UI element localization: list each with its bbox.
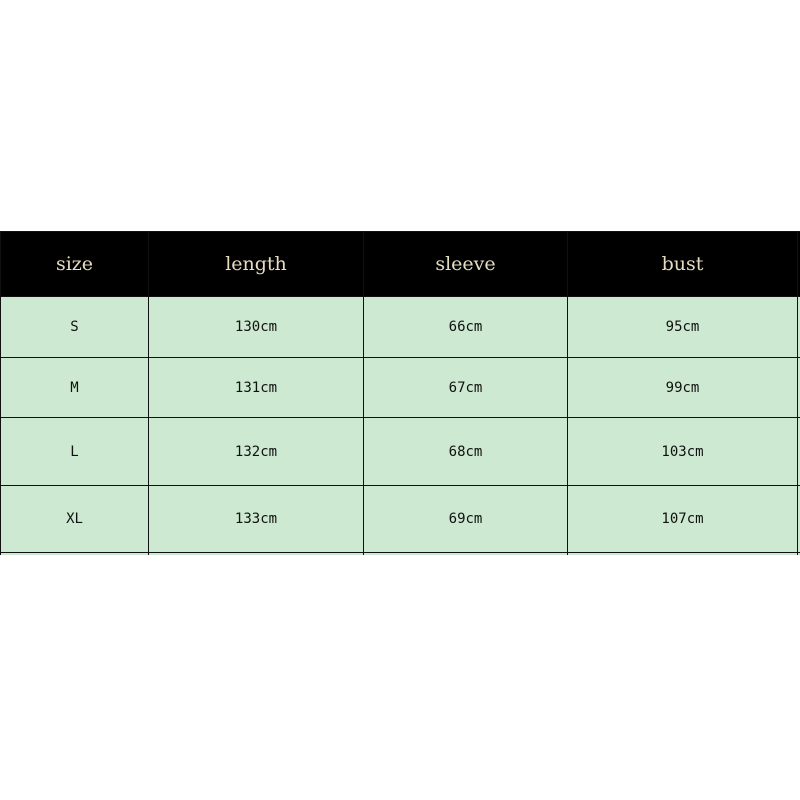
- cell-length: 130cm: [148, 296, 364, 358]
- cell-bust: 107cm: [567, 485, 798, 553]
- cell-length: 132cm: [148, 417, 364, 486]
- cell-size: XL: [0, 485, 149, 553]
- cell-length: 133cm: [148, 485, 364, 553]
- cell-size: L: [0, 417, 149, 486]
- cell-length: 131cm: [148, 357, 364, 418]
- table-row: XL 133cm 69cm 107cm: [0, 485, 800, 553]
- cell-sleeve: 67cm: [363, 357, 568, 418]
- header-bust: bust: [567, 231, 798, 297]
- cell-sleeve: 68cm: [363, 417, 568, 486]
- cell-sleeve: 66cm: [363, 296, 568, 358]
- cell-size: M: [0, 357, 149, 418]
- header-row: size length sleeve bust: [0, 231, 800, 297]
- cell-sleeve: 69cm: [363, 485, 568, 553]
- cell-empty: [0, 552, 149, 555]
- cell-empty: [363, 552, 568, 555]
- header-sleeve: sleeve: [363, 231, 568, 297]
- cell-bust: 95cm: [567, 296, 798, 358]
- cell-empty: [567, 552, 798, 555]
- cell-empty: [148, 552, 364, 555]
- cell-size: S: [0, 296, 149, 358]
- cell-bust: 99cm: [567, 357, 798, 418]
- header-length: length: [148, 231, 364, 297]
- size-table: size length sleeve bust S 130cm 66cm 95c…: [0, 231, 800, 555]
- table-row: S 130cm 66cm 95cm: [0, 296, 800, 358]
- table-row: L 132cm 68cm 103cm: [0, 417, 800, 486]
- table-row-cut: [0, 552, 800, 555]
- size-chart: size length sleeve bust S 130cm 66cm 95c…: [0, 231, 800, 555]
- table-row: M 131cm 67cm 99cm: [0, 357, 800, 418]
- header-size: size: [0, 231, 149, 297]
- cell-bust: 103cm: [567, 417, 798, 486]
